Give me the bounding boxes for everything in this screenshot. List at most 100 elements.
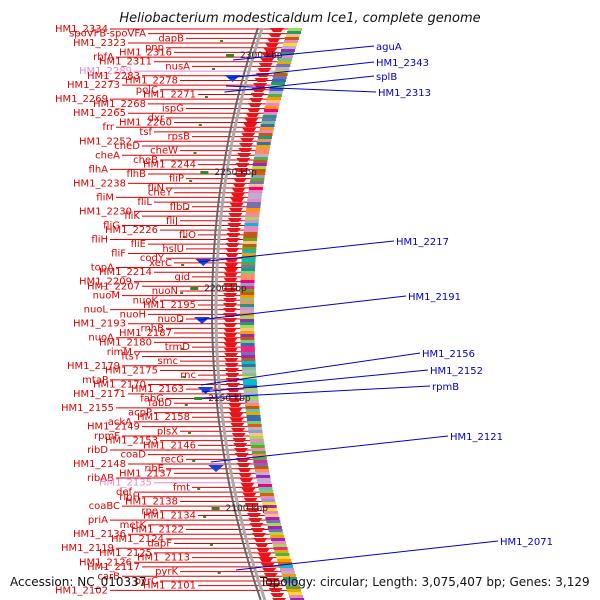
- track-block: [271, 79, 286, 82]
- gene-label: HM1_2323: [73, 38, 126, 49]
- gene-arrow: [263, 48, 278, 52]
- gene-label: HM1_2138: [125, 496, 178, 507]
- track-block: [240, 304, 255, 307]
- gene-label: fabD: [148, 398, 172, 409]
- gene-label: HM1_2101: [143, 581, 196, 592]
- track-block: [248, 427, 263, 430]
- right-gene-label: HM1_2071: [500, 537, 553, 548]
- track-block: [243, 382, 258, 385]
- track-block: [240, 310, 254, 313]
- track-block: [252, 166, 267, 169]
- gene-arrow: [250, 93, 265, 97]
- gene-label: HM1_2117: [87, 562, 140, 573]
- gene-label: HM1_2136: [73, 529, 126, 540]
- track-block: [256, 478, 271, 481]
- track-block: [247, 424, 262, 427]
- gene-label: tsf: [139, 127, 152, 138]
- track-block: [276, 556, 291, 559]
- gene-label: HM1_2163: [131, 384, 184, 395]
- track-block: [264, 106, 279, 109]
- track-block: [280, 52, 295, 55]
- track-block: [243, 238, 258, 241]
- track-block: [254, 154, 269, 157]
- gene-arrow: [249, 523, 264, 527]
- gene-label: ribD: [87, 445, 108, 456]
- track-block: [280, 568, 295, 571]
- right-gene-label: aguA: [376, 42, 402, 53]
- gene-label: HM1_2271: [143, 89, 196, 100]
- track-block: [240, 271, 255, 274]
- gene-label: ribAB: [87, 473, 114, 484]
- track-block: [280, 49, 295, 52]
- scale-dot: [181, 264, 185, 266]
- gene-arrow: [258, 63, 273, 67]
- gene-label: HM1_2244: [143, 160, 196, 171]
- gene-label: def: [116, 487, 133, 498]
- gene-label: flbD: [170, 202, 191, 213]
- right-connector: [225, 85, 377, 93]
- scale-tick-label: 2150 kbp: [208, 394, 251, 404]
- gene-arrow: [226, 383, 241, 387]
- gene-arrow: [265, 578, 280, 582]
- track-block: [273, 547, 288, 550]
- gene-label: rpe: [141, 506, 158, 517]
- gene-arrow: [229, 418, 244, 422]
- gene-label: HM1_2135: [99, 478, 152, 489]
- gene-arrow: [224, 268, 239, 272]
- scale-major-tick: [211, 507, 220, 510]
- gene-arrow: [257, 68, 272, 72]
- gene-arrow: [223, 273, 238, 277]
- track-block: [243, 235, 258, 238]
- gene-label: nusA: [165, 61, 190, 72]
- right-gene-label: splB: [376, 72, 397, 83]
- track-block: [290, 598, 305, 600]
- gene-arrow: [269, 28, 284, 32]
- track-block: [278, 58, 293, 61]
- gene-label: flhA: [89, 164, 109, 175]
- track-block: [272, 544, 287, 547]
- track-block: [240, 328, 255, 331]
- track-block: [245, 217, 260, 220]
- track-block: [278, 562, 293, 565]
- track-block: [245, 214, 260, 217]
- gene-arrow: [238, 148, 253, 152]
- track-block: [250, 178, 265, 181]
- track-block: [249, 184, 264, 187]
- gene-arrow: [247, 103, 262, 107]
- gene-label: carB: [97, 571, 120, 582]
- gene-label: HM1_2113: [137, 553, 190, 564]
- track-block: [248, 433, 263, 436]
- track-block: [262, 505, 277, 508]
- track-block: [240, 298, 255, 301]
- track-block: [279, 565, 294, 568]
- track-block: [256, 145, 271, 148]
- gene-arrow: [266, 38, 281, 42]
- track-block: [265, 103, 280, 106]
- gene-label: HM1_2316: [119, 47, 172, 58]
- track-block: [251, 172, 266, 175]
- scale-dot: [180, 320, 184, 322]
- track-block: [252, 454, 267, 457]
- track-block: [249, 181, 264, 184]
- ring-outline: [211, 27, 262, 600]
- gene-arrow: [249, 98, 264, 102]
- track-block: [247, 421, 262, 424]
- track-block: [253, 460, 268, 463]
- track-block: [285, 586, 300, 589]
- track-block: [251, 169, 266, 172]
- track-block: [271, 538, 286, 541]
- gene-arrow: [227, 398, 242, 402]
- gene-label: HM1_2170: [93, 380, 146, 391]
- track-block: [265, 517, 280, 520]
- gene-arrow: [240, 483, 255, 487]
- gene-label: HM1_2289: [79, 66, 132, 77]
- gene-arrow: [225, 248, 240, 252]
- track-block: [289, 595, 304, 598]
- gene-label: HM1_2230: [79, 206, 132, 217]
- gene-arrow: [225, 238, 240, 242]
- gene-label: fmt: [173, 482, 190, 493]
- gene-label: ribE: [144, 464, 164, 475]
- track-block: [255, 148, 270, 151]
- gene-label: fliM: [96, 192, 114, 203]
- track-block: [246, 415, 261, 418]
